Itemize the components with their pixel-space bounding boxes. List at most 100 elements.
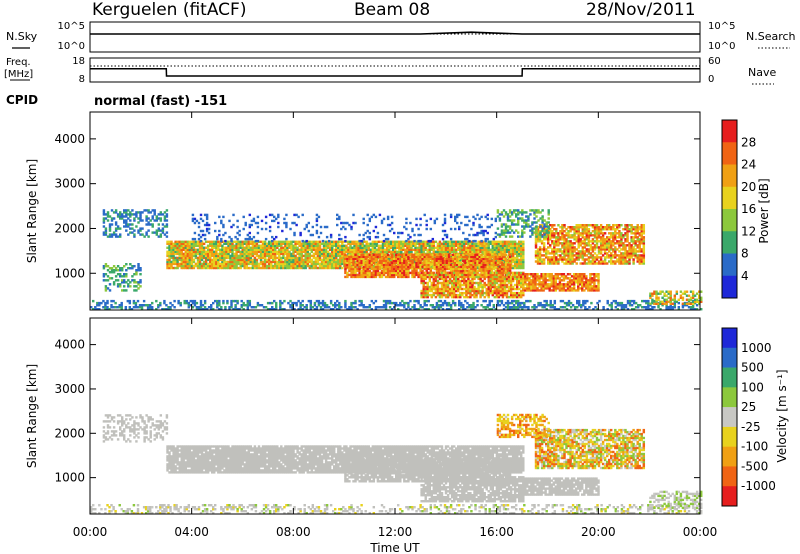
heatmap-cell <box>393 261 396 265</box>
heatmap-cell <box>563 246 566 249</box>
heatmap-cell <box>551 230 554 233</box>
heatmap-cell <box>304 266 307 270</box>
heatmap-cell <box>202 246 206 250</box>
heatmap-cell <box>513 242 517 246</box>
heatmap-cell <box>455 242 458 246</box>
heatmap-cell <box>551 248 554 251</box>
heatmap-cell <box>448 248 452 252</box>
heatmap-cell <box>505 279 509 283</box>
heatmap-cell <box>422 273 425 277</box>
heatmap-cell <box>591 273 594 276</box>
heatmap-cell <box>429 263 433 267</box>
heatmap-cell <box>172 252 175 256</box>
heatmap-cell <box>499 293 503 297</box>
heatmap-cell <box>398 246 401 250</box>
heatmap-cell <box>382 263 386 267</box>
heatmap-cell <box>472 261 475 265</box>
heatmap-cell <box>562 275 566 278</box>
heatmap-cell <box>217 248 220 252</box>
heatmap-cell <box>318 240 322 244</box>
heatmap-cell <box>480 267 483 271</box>
heatmap-cell <box>579 262 582 265</box>
heatmap-cell <box>243 256 246 260</box>
heatmap-cell <box>306 242 310 246</box>
heatmap-cell <box>390 269 394 273</box>
heatmap-cell <box>236 308 239 311</box>
heatmap-cell <box>513 277 517 281</box>
heatmap-cell <box>198 256 202 260</box>
heatmap-cell <box>388 255 392 259</box>
heatmap-cell <box>358 269 361 273</box>
heatmap-cell <box>486 306 489 309</box>
heatmap-cell <box>511 246 515 250</box>
heatmap-cell <box>577 279 580 282</box>
heatmap-cell <box>571 254 574 257</box>
heatmap-cell <box>538 260 542 263</box>
heatmap-cell <box>468 261 471 265</box>
heatmap-cell <box>303 306 306 309</box>
heatmap-cell <box>537 304 540 307</box>
heatmap-cell <box>470 269 473 273</box>
heatmap-cell <box>348 273 351 277</box>
heatmap-cell <box>503 287 507 291</box>
heatmap-cell <box>572 281 576 284</box>
heatmap-cell <box>425 255 428 259</box>
heatmap-cell <box>259 244 263 248</box>
heatmap-cell <box>461 273 464 277</box>
heatmap-cell <box>578 299 581 303</box>
heatmap-cell <box>552 287 556 290</box>
heatmap-cell <box>209 254 212 258</box>
heatmap-cell <box>401 263 404 267</box>
heatmap-cell <box>352 273 355 277</box>
heatmap-cell <box>467 281 470 285</box>
heatmap-cell <box>493 281 497 285</box>
heatmap-cell <box>475 281 478 285</box>
heatmap-cell <box>582 301 585 305</box>
heatmap-cell <box>597 275 600 278</box>
heatmap-cell <box>318 242 322 246</box>
heatmap-cell <box>549 224 552 227</box>
heatmap-cell <box>460 269 463 273</box>
heatmap-cell <box>174 250 177 254</box>
heatmap-cell <box>559 232 562 235</box>
heatmap-cell <box>561 256 564 259</box>
heatmap-cell <box>435 301 439 305</box>
heatmap-cell <box>417 255 420 259</box>
heatmap-cell <box>274 246 277 250</box>
heatmap-cell <box>555 232 558 235</box>
heatmap-cell <box>542 273 545 276</box>
heatmap-cell <box>446 250 450 254</box>
heatmap-cell <box>425 259 428 263</box>
heatmap-cell <box>368 306 372 309</box>
heatmap-cell <box>492 306 496 309</box>
heatmap-cell <box>439 263 443 267</box>
heatmap-cell <box>447 308 451 311</box>
heatmap-cell <box>422 248 425 252</box>
heatmap-cell <box>276 266 279 270</box>
heatmap-cell <box>544 275 547 278</box>
heatmap-cell <box>304 252 307 256</box>
heatmap-cell <box>116 306 119 309</box>
heatmap-cell <box>569 260 572 263</box>
heatmap-cell <box>434 283 438 287</box>
heatmap-cell <box>204 240 208 244</box>
heatmap-cell <box>401 299 404 303</box>
heatmap-cell <box>575 256 578 259</box>
heatmap-cell <box>371 250 375 254</box>
heatmap-cell <box>685 304 689 307</box>
heatmap-cell <box>310 262 314 266</box>
heatmap-cell <box>459 279 462 283</box>
heatmap-cell <box>450 242 454 246</box>
heatmap-cell <box>497 279 501 283</box>
heatmap-cell <box>202 262 206 266</box>
heatmap-cell <box>363 240 366 244</box>
heatmap-cell <box>263 262 267 266</box>
heatmap-cell <box>233 240 236 244</box>
heatmap-cell <box>467 244 470 248</box>
heatmap-cell <box>300 242 303 246</box>
heatmap-cell <box>339 262 342 266</box>
heatmap-cell <box>276 242 279 246</box>
heatmap-cell <box>293 301 296 305</box>
heatmap-cell <box>178 264 181 268</box>
heatmap-cell <box>523 306 526 309</box>
